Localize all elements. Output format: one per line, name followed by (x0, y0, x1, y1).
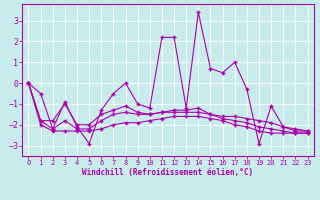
X-axis label: Windchill (Refroidissement éolien,°C): Windchill (Refroidissement éolien,°C) (83, 168, 253, 177)
